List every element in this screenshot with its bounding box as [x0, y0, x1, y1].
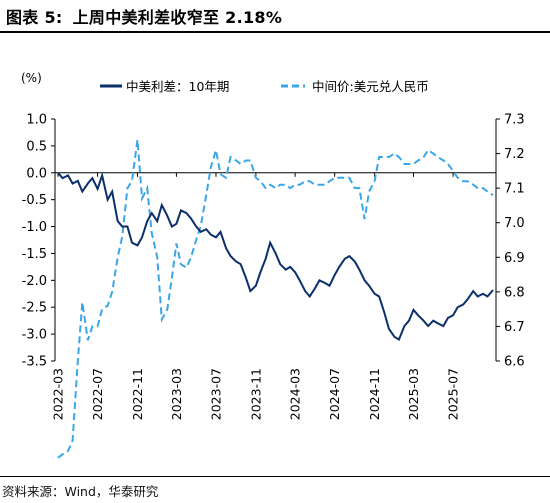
y-right-tick-label: 6.7 — [504, 320, 525, 335]
x-tick-label: 2024-11 — [367, 368, 382, 420]
y-left-tick-label: 0.5 — [26, 139, 47, 154]
x-tick-label: 2024-07 — [327, 368, 342, 420]
x-ticks: 2022-03 2022-07 2022-11 2023-03 2023-07 2023-… — [51, 172, 461, 420]
y-right-tick-label: 6.9 — [504, 251, 525, 266]
y-right-tick-label: 6.8 — [504, 285, 525, 300]
y-left-tick-label: -0.5 — [22, 193, 47, 208]
y-left-tick-label: -1.0 — [22, 220, 47, 235]
y-unit-label: (%) — [21, 71, 42, 85]
y-left-tick-label: 1.0 — [26, 113, 47, 128]
y-left-ticks: 1.0 0.5 0.0 -0.5 -1.0 -1.5 -2.0 -2.5 -3.0 -3.5 — [22, 113, 55, 370]
source-rule — [0, 476, 550, 477]
y-right-tick-label: 7.0 — [504, 216, 525, 231]
y-right-ticks: 7.3 7.2 7.1 7.0 6.9 6.8 6.7 6.6 — [496, 113, 525, 370]
y-left-tick-label: -3.0 — [22, 328, 47, 343]
y-right-tick-label: 6.6 — [504, 355, 525, 370]
series-spread-line — [57, 171, 494, 341]
x-tick-label: 2024-03 — [288, 368, 303, 420]
x-tick-label: 2022-11 — [130, 368, 145, 420]
x-tick-label: 2023-03 — [169, 368, 184, 420]
x-tick-label: 2022-03 — [51, 368, 66, 420]
source-note: 资料来源：Wind，华泰研究 — [2, 484, 159, 499]
title-rule — [0, 31, 550, 33]
y-left-tick-label: -3.5 — [22, 355, 47, 370]
series-usdcny-line — [57, 139, 494, 459]
figure-label: 图表 5: — [6, 8, 63, 27]
y-left-tick-label: -2.0 — [22, 274, 47, 289]
x-tick-label: 2023-07 — [208, 368, 223, 420]
y-right-tick-label: 7.3 — [504, 113, 525, 128]
y-left-tick-label: -1.5 — [22, 247, 47, 262]
x-tick-label: 2023-11 — [248, 368, 263, 420]
y-left-tick-label: 0.0 — [26, 166, 47, 181]
figure-title: 上周中美利差收窄至 2.18% — [72, 8, 283, 27]
x-tick-label: 2025-07 — [446, 368, 461, 420]
legend: 中美利差：10年期 中间价:美元兑人民币 — [100, 79, 429, 94]
chart-title: 图表 5: 上周中美利差收窄至 2.18% — [6, 4, 282, 28]
y-right-tick-label: 7.1 — [504, 182, 525, 197]
x-tick-label: 2022-07 — [90, 368, 105, 420]
legend-label-spread: 中美利差：10年期 — [126, 79, 229, 94]
y-left-tick-label: -2.5 — [22, 301, 47, 316]
y-right-tick-label: 7.2 — [504, 147, 525, 162]
x-tick-label: 2025-03 — [406, 368, 421, 420]
legend-label-usdcny: 中间价:美元兑人民币 — [312, 79, 429, 94]
